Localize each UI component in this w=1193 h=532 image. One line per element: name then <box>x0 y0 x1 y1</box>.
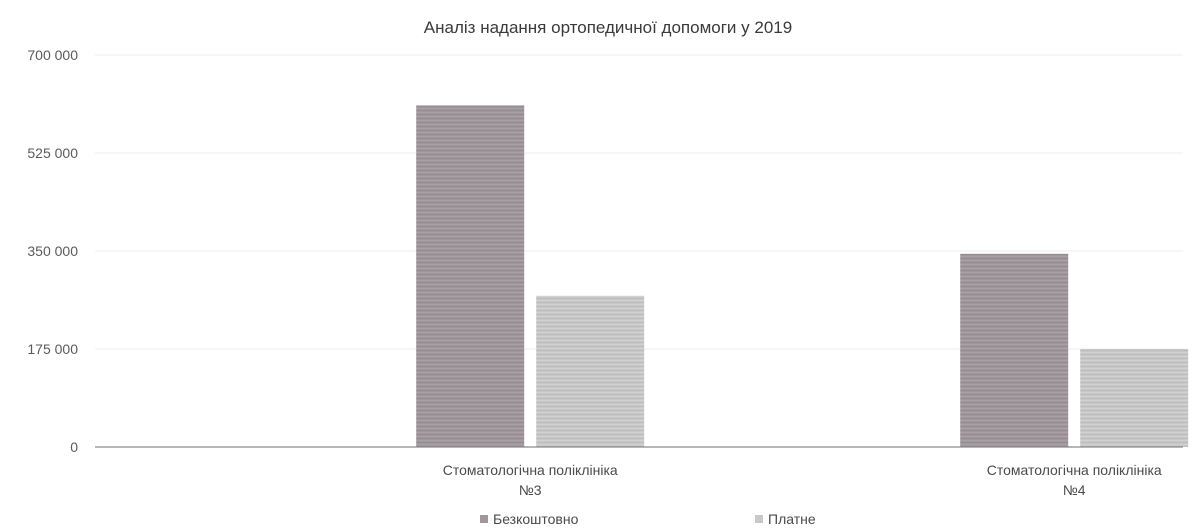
x-category-label: №3 <box>519 482 542 498</box>
legend-swatch <box>755 515 763 523</box>
bar-bezkoshtovno-cat2 <box>960 253 1069 447</box>
bar-platne-cat2 <box>1080 349 1189 447</box>
legend: Безкоштовно Платне <box>480 511 816 527</box>
y-axis-tick-labels: 0 175 000 350 000 525 000 700 000 <box>27 47 78 455</box>
y-tick-label: 0 <box>70 439 78 455</box>
x-category-label: №4 <box>1063 482 1086 498</box>
bar-platne-cat1 <box>536 295 645 447</box>
bar-bezkoshtovno-cat1 <box>416 105 525 448</box>
bars <box>416 105 1189 448</box>
x-category-label: Стоматологічна поліклініка <box>443 462 618 478</box>
legend-label: Безкоштовно <box>493 511 579 527</box>
x-category-label: Стоматологічна поліклініка <box>987 462 1162 478</box>
chart-title: Аналіз надання ортопедичної допомоги у 2… <box>424 18 792 37</box>
legend-swatch <box>480 515 488 523</box>
y-tick-label: 175 000 <box>27 341 78 357</box>
legend-label: Платне <box>768 511 816 527</box>
x-axis-category-labels: Стоматологічна поліклініка №3 Стоматологіч… <box>443 462 1162 498</box>
y-tick-label: 700 000 <box>27 47 78 63</box>
y-tick-label: 350 000 <box>27 243 78 259</box>
y-tick-label: 525 000 <box>27 145 78 161</box>
